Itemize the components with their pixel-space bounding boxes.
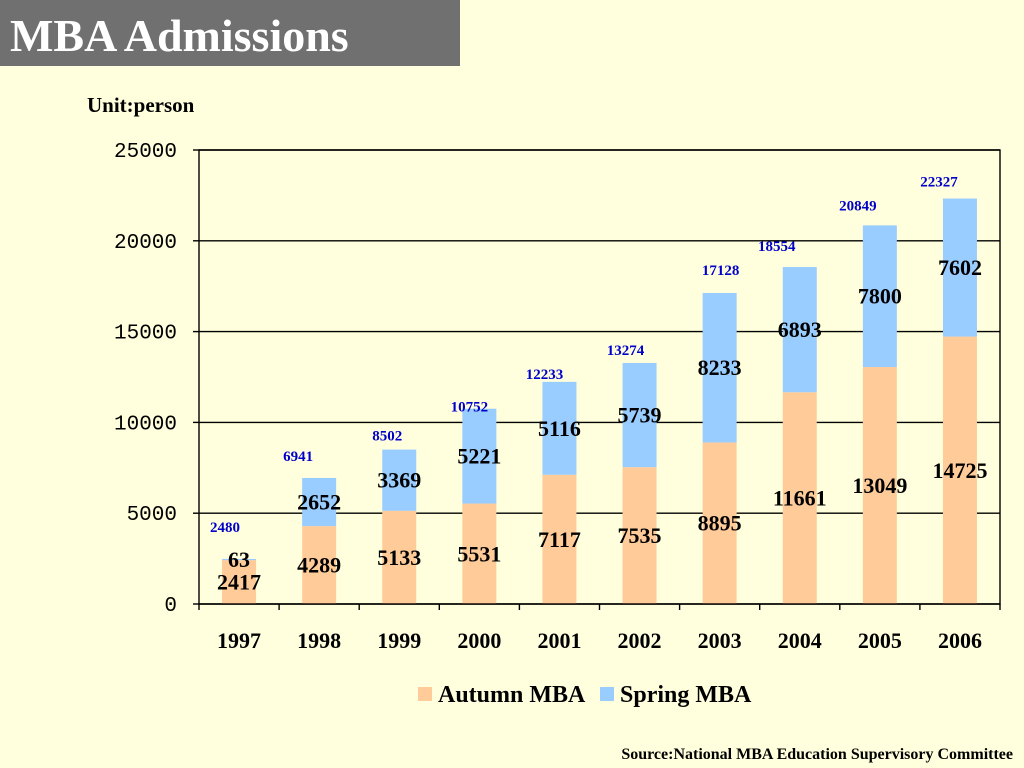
bar-spring-mba-2003 <box>702 292 737 443</box>
bar-autumn-mba-2004 <box>782 392 817 604</box>
y-tick-label-5000: 5000 <box>127 504 177 527</box>
bar-spring-mba-1997 <box>222 558 257 561</box>
x-category-label-2000: 2000 <box>457 628 501 653</box>
data-label-autumn-mba-2005: 13049 <box>852 473 907 498</box>
x-category-label-1997: 1997 <box>217 628 261 653</box>
chart-legend: Autumn MBA Spring MBA <box>418 682 752 708</box>
data-label-autumn-mba-1999: 5133 <box>377 545 421 570</box>
y-tick-label-20000: 20000 <box>114 232 177 255</box>
data-label-spring-mba-2002: 5739 <box>618 403 662 428</box>
total-label-2001: 12233 <box>526 367 564 383</box>
source-note: Source:National MBA Education Supervisor… <box>621 746 1013 763</box>
total-label-2004: 18554 <box>758 239 796 255</box>
bar-autumn-mba-2000 <box>462 503 497 604</box>
bar-spring-mba-1998 <box>302 477 337 527</box>
data-label-autumn-mba-1997: 2417 <box>217 570 261 595</box>
data-label-spring-mba-2004: 6893 <box>778 317 822 342</box>
bar-spring-mba-2005 <box>862 225 897 368</box>
bar-autumn-mba-1997 <box>222 560 257 604</box>
bar-autumn-mba-2003 <box>702 442 737 604</box>
x-category-label-2004: 2004 <box>778 628 822 653</box>
y-tick-label-10000: 10000 <box>114 413 177 436</box>
data-label-autumn-mba-2006: 14725 <box>932 458 987 483</box>
data-label-autumn-mba-2004: 11661 <box>773 486 827 511</box>
y-axis-unit-label: Unit:person <box>87 93 195 117</box>
data-label-spring-mba-1999: 3369 <box>377 468 421 493</box>
bar-spring-mba-2000 <box>462 408 497 504</box>
bar-autumn-mba-1998 <box>302 526 337 604</box>
x-category-label-1999: 1999 <box>377 628 421 653</box>
data-label-autumn-mba-2003: 8895 <box>698 511 742 536</box>
stacked-bar-chart: 0 5000 10000 15000 20000 25000 1997 1998 1999 20… <box>114 141 1001 653</box>
legend-swatch-autumn-mba <box>418 687 432 701</box>
legend-swatch-spring-mba <box>600 687 614 701</box>
bar-autumn-mba-1999 <box>382 510 417 604</box>
data-label-spring-mba-2000: 5221 <box>457 444 501 469</box>
slide-title: MBA Admissions <box>10 10 349 61</box>
total-label-1997: 2480 <box>210 520 240 536</box>
data-label-spring-mba-2003: 8233 <box>698 355 742 380</box>
data-label-autumn-mba-2001: 7117 <box>538 527 581 552</box>
bar-spring-mba-2006 <box>942 198 977 337</box>
total-label-2006: 22327 <box>920 175 958 191</box>
bar-spring-mba-2001 <box>542 381 577 475</box>
x-category-label-1998: 1998 <box>297 628 341 653</box>
x-category-label-2003: 2003 <box>698 628 742 653</box>
data-label-spring-mba-2005: 7800 <box>858 284 902 309</box>
total-label-2000: 10752 <box>451 400 489 416</box>
bar-spring-mba-2002 <box>622 362 657 468</box>
total-label-1998: 6941 <box>283 449 313 465</box>
bar-spring-mba-2004 <box>782 267 817 393</box>
title-bar-background <box>0 0 460 66</box>
x-category-label-2001: 2001 <box>537 628 581 653</box>
data-label-autumn-mba-2002: 7535 <box>618 523 662 548</box>
total-label-1999: 8502 <box>372 429 402 445</box>
y-tick-label-25000: 25000 <box>114 141 177 164</box>
data-label-spring-mba-1997: 63 <box>228 547 250 572</box>
x-category-label-2002: 2002 <box>618 628 662 653</box>
x-category-label-2006: 2006 <box>938 628 982 653</box>
total-label-2005: 20849 <box>839 198 877 214</box>
title-bar: MBA Admissions <box>0 0 460 66</box>
bar-autumn-mba-2006 <box>942 336 977 604</box>
x-category-label-2005: 2005 <box>858 628 902 653</box>
x-axis: 1997 1998 1999 2000 2001 2002 2003 2004 2005 2006 <box>198 604 1001 653</box>
data-label-autumn-mba-1998: 4289 <box>297 553 341 578</box>
data-label-spring-mba-2006: 7602 <box>938 255 982 280</box>
bar-autumn-mba-2002 <box>622 467 657 604</box>
data-label-autumn-mba-2000: 5531 <box>457 541 501 566</box>
data-label-spring-mba-1998: 2652 <box>297 490 341 515</box>
bar-spring-mba-1999 <box>382 449 417 511</box>
legend-label-autumn-mba: Autumn MBA <box>438 682 586 708</box>
bar-autumn-mba-2005 <box>862 367 897 604</box>
bar-autumn-mba-2001 <box>542 474 577 604</box>
total-label-2002: 13274 <box>607 343 645 359</box>
data-label-spring-mba-2001: 5116 <box>538 416 581 441</box>
y-tick-label-0: 0 <box>164 595 177 618</box>
total-label-2003: 17128 <box>702 263 740 279</box>
legend-label-spring-mba: Spring MBA <box>620 682 752 708</box>
y-axis: 0 5000 10000 15000 20000 25000 <box>114 141 199 618</box>
y-tick-label-15000: 15000 <box>114 323 177 346</box>
bars <box>222 198 977 604</box>
total-data-labels: 2480 6941 8502 10752 12233 13274 17128 18554 208… <box>210 175 958 536</box>
